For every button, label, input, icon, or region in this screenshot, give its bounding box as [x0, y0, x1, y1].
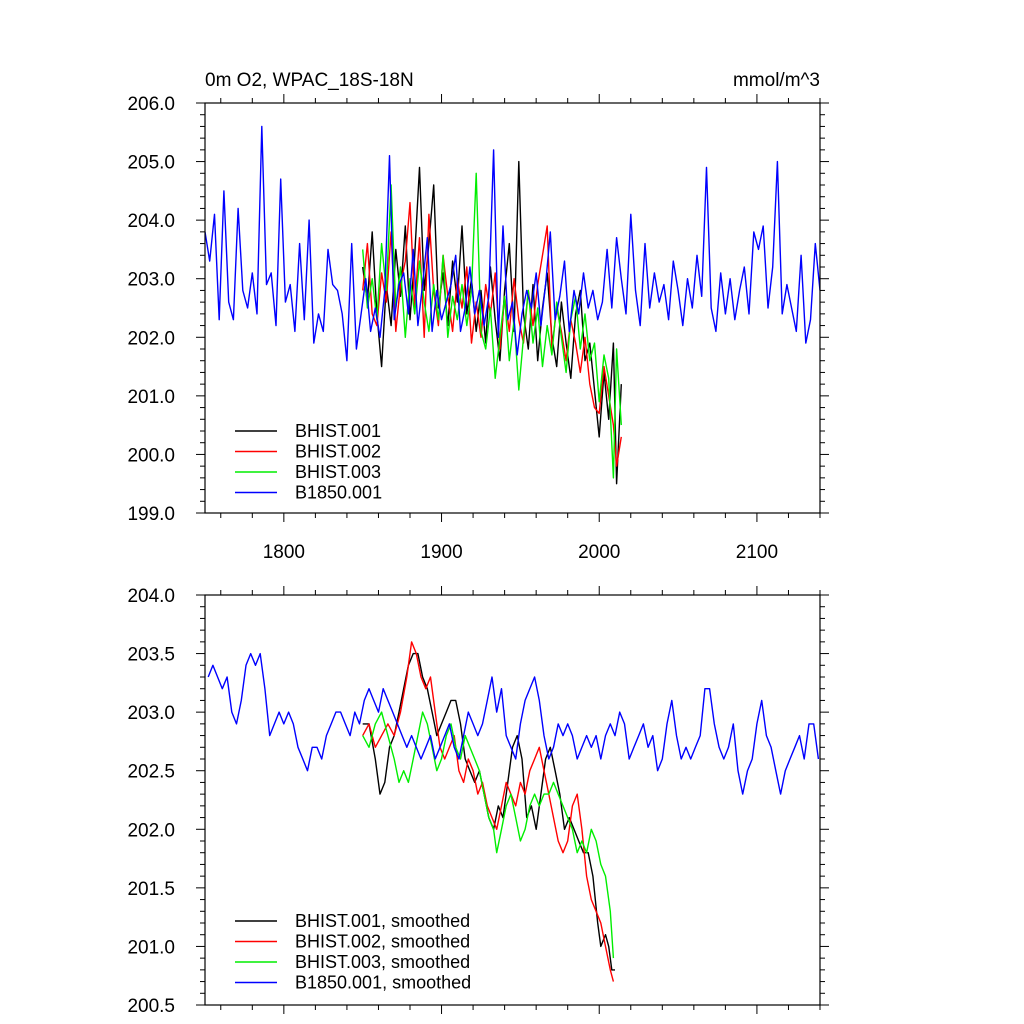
y-tick-label: 203.0 [127, 703, 175, 724]
y-tick-label: 203.5 [127, 645, 175, 666]
y-tick-label: 202.5 [127, 762, 175, 783]
bottom-plot-frame [204, 594, 821, 1006]
legend-label: BHIST.003, smoothed [295, 952, 470, 972]
y-tick-label: 200.5 [127, 996, 175, 1017]
legend-label: BHIST.001 [295, 421, 381, 441]
series-line-smoothed-bhist-003 [362, 711, 615, 959]
legend-label: B1850.001 [295, 483, 382, 503]
series-line-smoothed-bhist-002 [362, 641, 615, 982]
x-tick-label: 2000 [578, 542, 620, 563]
legend-label: BHIST.002, smoothed [295, 932, 470, 952]
x-tick-label: 2100 [736, 542, 778, 563]
y-tick-label: 200.0 [127, 445, 175, 466]
top-panel-title: 0m O2, WPAC_18S-18N [205, 70, 414, 91]
legend-label: B1850.001, smoothed [295, 973, 471, 993]
x-tick-label: 1800 [263, 542, 305, 563]
y-tick-label: 204.0 [127, 586, 175, 607]
legend-label: BHIST.002 [295, 442, 381, 462]
y-tick-label: 203.0 [127, 270, 175, 291]
legend-label: BHIST.003 [295, 462, 381, 482]
y-tick-label: 199.0 [127, 504, 175, 525]
y-tick-label: 206.0 [127, 94, 175, 115]
top-plot-frame [204, 102, 821, 514]
series-line-smoothed-b1850-001 [207, 652, 820, 795]
y-tick-label: 205.0 [127, 153, 175, 174]
y-tick-label: 201.0 [127, 387, 175, 408]
series-line-bhist-003 [362, 172, 622, 479]
series-line-bhist-002 [362, 201, 622, 467]
bottom-panel-smoothed: 200.5 201.0 201.5 202.0 202.5 203.0 203.5 204.0… [127, 586, 829, 1017]
y-tick-label: 204.0 [127, 211, 175, 232]
top-panel-units: mmol/m^3 [733, 70, 820, 91]
y-tick-label: 201.0 [127, 937, 175, 958]
top-panel-raw: 0m O2, WPAC_18S-18N mmol/m^3 1800 1900 200… [127, 70, 829, 563]
y-tick-label: 201.5 [127, 879, 175, 900]
y-tick-label: 202.0 [127, 328, 175, 349]
y-tick-label: 202.0 [127, 820, 175, 841]
legend-label: BHIST.001, smoothed [295, 911, 470, 931]
series-line-b1850-001 [205, 125, 820, 362]
x-tick-label: 1900 [420, 542, 462, 563]
